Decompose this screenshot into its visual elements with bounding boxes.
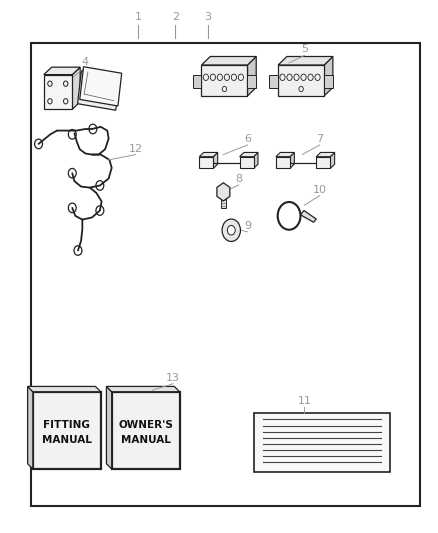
Bar: [247, 75, 256, 88]
Bar: [254, 413, 390, 472]
Bar: [31, 43, 420, 506]
Polygon shape: [247, 56, 256, 96]
Polygon shape: [44, 67, 80, 75]
Bar: [276, 157, 290, 168]
Text: FITTING: FITTING: [43, 420, 90, 430]
Polygon shape: [316, 152, 335, 157]
Bar: [199, 157, 213, 168]
Text: 2: 2: [172, 12, 179, 22]
Polygon shape: [28, 386, 33, 469]
Polygon shape: [324, 56, 333, 96]
Polygon shape: [28, 386, 101, 392]
Polygon shape: [254, 152, 258, 168]
Text: 9: 9: [244, 221, 251, 231]
Bar: [112, 392, 180, 469]
Text: 7: 7: [316, 134, 323, 144]
Text: 8: 8: [235, 174, 242, 184]
Polygon shape: [78, 71, 120, 110]
Text: 11: 11: [297, 396, 311, 406]
Text: 1: 1: [134, 12, 141, 22]
Polygon shape: [278, 56, 333, 65]
Polygon shape: [72, 67, 80, 109]
Bar: [33, 392, 101, 469]
Text: MANUAL: MANUAL: [121, 435, 170, 445]
Circle shape: [222, 219, 240, 241]
Bar: [240, 157, 254, 168]
Bar: [44, 75, 72, 109]
Polygon shape: [199, 152, 218, 157]
Polygon shape: [240, 152, 258, 157]
Text: 3: 3: [205, 12, 212, 22]
Text: 13: 13: [166, 373, 180, 383]
Text: MANUAL: MANUAL: [42, 435, 92, 445]
Bar: [316, 157, 330, 168]
Bar: [193, 75, 201, 88]
Polygon shape: [290, 152, 294, 168]
Bar: [278, 65, 324, 96]
Polygon shape: [201, 56, 256, 65]
Bar: [221, 192, 226, 208]
Polygon shape: [106, 386, 112, 469]
Text: 4: 4: [82, 56, 89, 67]
Text: 10: 10: [313, 184, 327, 195]
Bar: [269, 75, 278, 88]
Polygon shape: [80, 67, 122, 106]
Text: 5: 5: [301, 44, 308, 54]
Bar: [201, 65, 247, 96]
Text: 12: 12: [129, 143, 143, 154]
Polygon shape: [217, 183, 230, 201]
Circle shape: [227, 225, 235, 235]
Bar: [324, 75, 333, 88]
Polygon shape: [106, 386, 180, 392]
Text: 6: 6: [244, 134, 251, 144]
Polygon shape: [330, 152, 335, 168]
Polygon shape: [213, 152, 218, 168]
Polygon shape: [276, 152, 294, 157]
Polygon shape: [300, 211, 316, 222]
Text: OWNER'S: OWNER'S: [118, 420, 173, 430]
